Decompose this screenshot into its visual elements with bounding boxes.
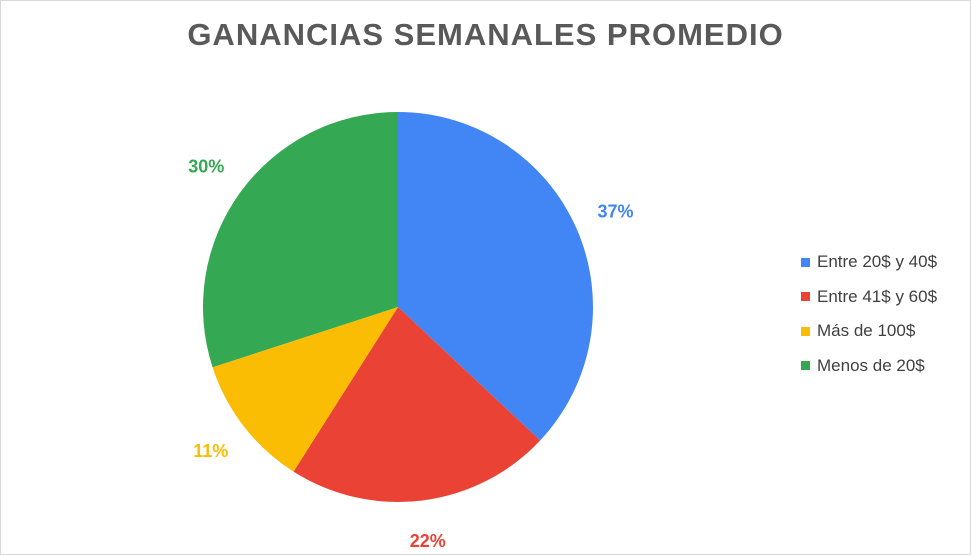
legend-item: Más de 100$: [801, 314, 937, 349]
pie-slice: [202, 112, 398, 368]
pie-slice: [212, 307, 398, 472]
legend-item: Entre 20$ y 40$: [801, 245, 937, 280]
legend-swatch: [801, 326, 810, 336]
legend-label: Entre 20$ y 40$: [817, 252, 938, 272]
legend-swatch: [801, 292, 810, 302]
data-label: 22%: [410, 531, 446, 551]
legend-label: Menos de 20$: [817, 355, 925, 375]
data-label: 11%: [193, 441, 228, 461]
legend-swatch: [801, 361, 810, 371]
legend: Entre 20$ y 40$ Entre 41$ y 60$ Más de 1…: [801, 245, 937, 383]
data-label: 37%: [597, 202, 633, 222]
pie-slice: [293, 307, 541, 503]
legend-swatch: [801, 257, 810, 267]
legend-label: Más de 100$: [817, 321, 916, 341]
legend-item: Entre 41$ y 60$: [801, 280, 937, 315]
legend-label: Entre 41$ y 60$: [817, 286, 938, 306]
data-label: 30%: [188, 156, 224, 176]
pie-slice: [398, 112, 593, 441]
chart-title: GANANCIAS SEMANALES PROMEDIO: [187, 17, 784, 52]
legend-item: Menos de 20$: [801, 349, 937, 384]
